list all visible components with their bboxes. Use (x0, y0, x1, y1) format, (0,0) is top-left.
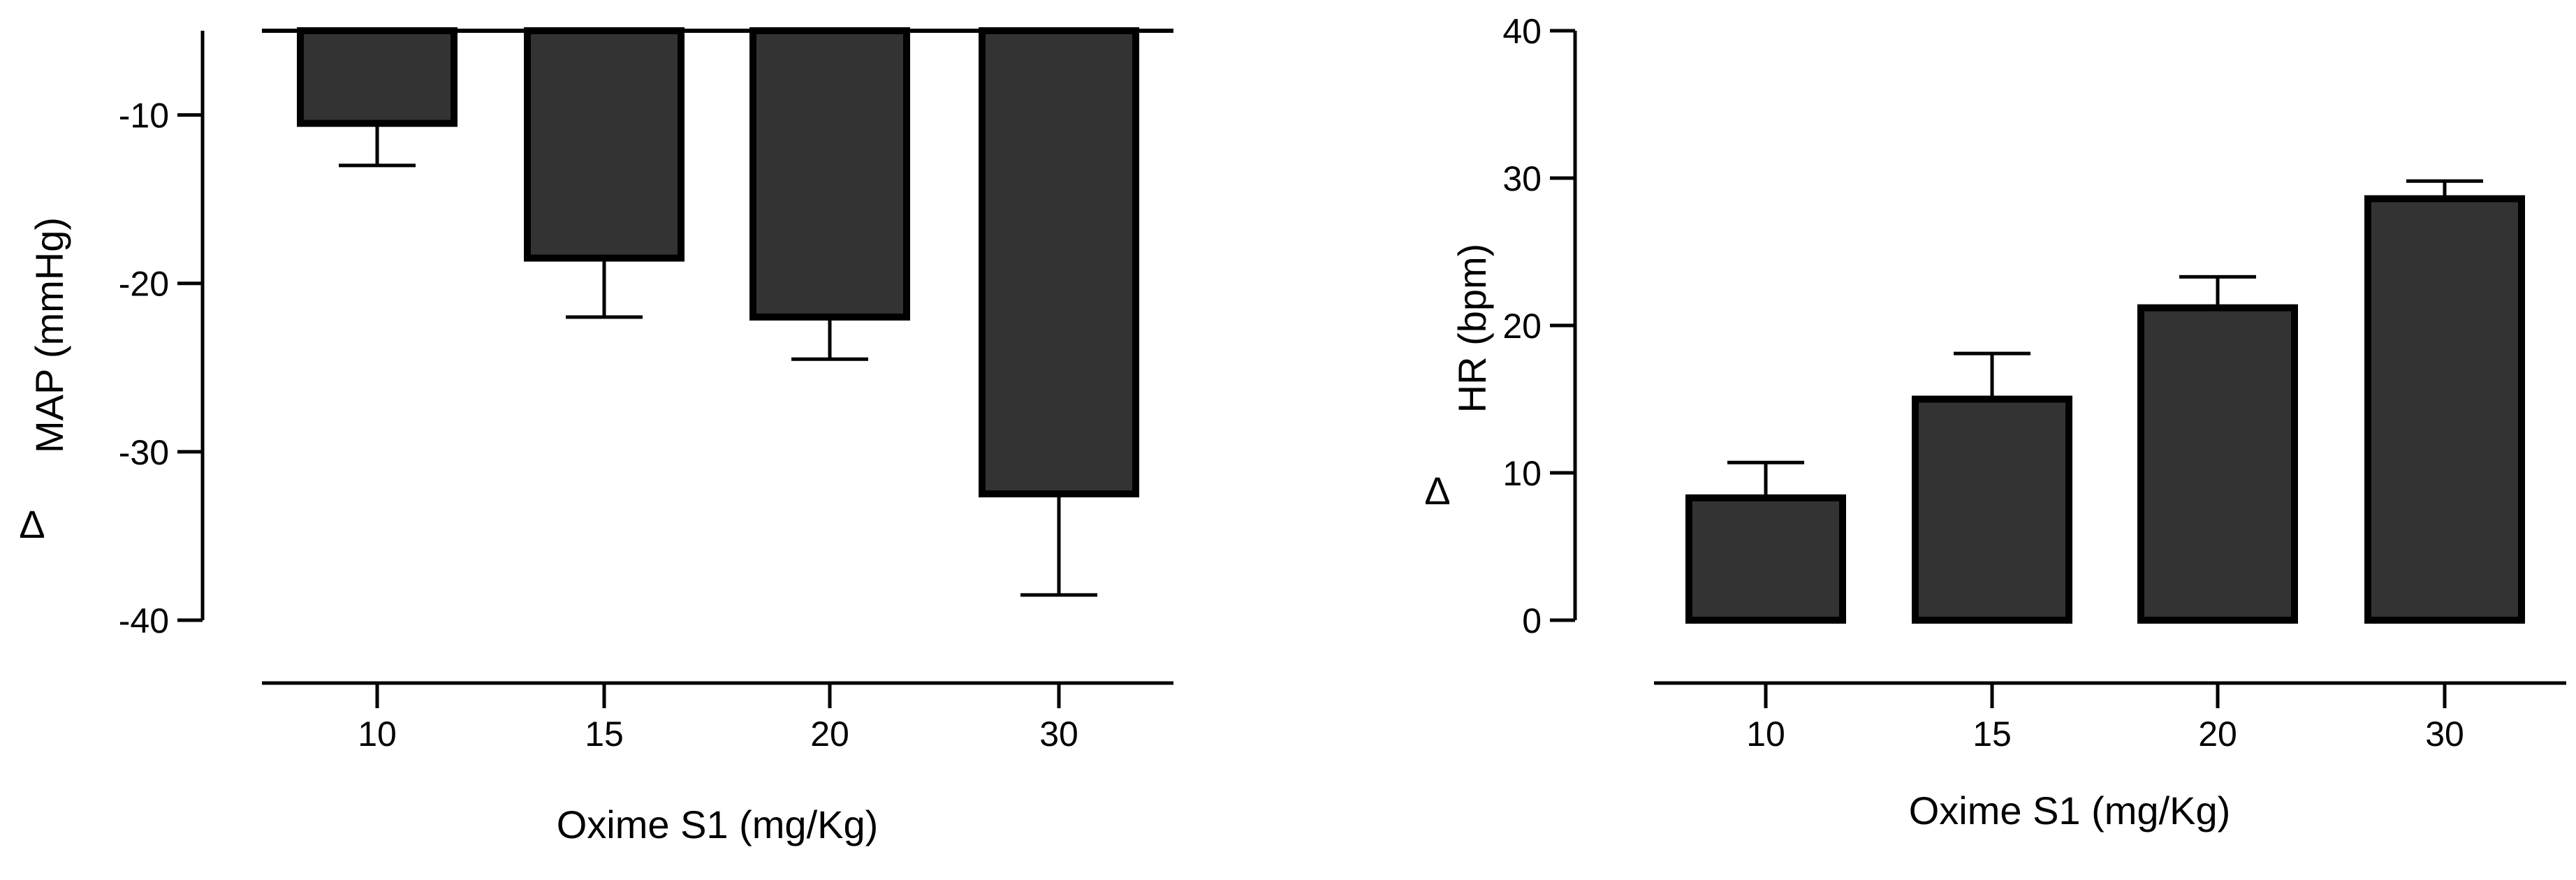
hr-marks: 0 10 20 30 40 10 15 20 30 (1502, 12, 2566, 754)
hr-y-tick-label: 40 (1502, 12, 1542, 51)
map-x-tick-label: 10 (358, 714, 397, 754)
map-x-tick-label: 30 (1039, 714, 1078, 754)
chart-map: MAP (mmHg) Δ Oxime S1 (mg/Kg) (19, 217, 878, 846)
hr-x-tick-label: 15 (1973, 714, 2012, 754)
hr-bar (2364, 195, 2525, 624)
hr-x-tick-label: 20 (2198, 714, 2237, 754)
map-bar (749, 27, 910, 321)
map-bar (297, 27, 458, 127)
hr-y-axis-title: HR (bpm) (1450, 244, 1494, 413)
hr-x-tick-label: 30 (2425, 714, 2464, 754)
map-x-tick-label: 20 (810, 714, 849, 754)
chart-hr: HR (bpm) Δ Oxime S1 (mg/Kg) (1424, 244, 2230, 833)
hr-delta-symbol: Δ (1424, 469, 1450, 513)
map-marks: -10 -20 -30 -40 10 15 20 30 (119, 27, 1173, 754)
hr-y-tick-label: 20 (1502, 307, 1542, 346)
map-y-tick-label: -30 (119, 433, 169, 472)
map-delta-symbol: Δ (19, 502, 45, 546)
hr-bar (2137, 304, 2298, 624)
map-y-tick-label: -20 (119, 265, 169, 304)
hr-y-tick-label: 0 (1522, 601, 1542, 640)
hr-y-tick-label: 10 (1502, 454, 1542, 493)
map-bar (979, 27, 1139, 498)
hr-bar (1912, 395, 2072, 624)
map-y-tick-label: -10 (119, 96, 169, 135)
hr-y-tick-label: 30 (1502, 159, 1542, 198)
hr-x-axis-title: Oxime S1 (mg/Kg) (1909, 789, 2231, 833)
map-x-axis-title: Oxime S1 (mg/Kg) (557, 802, 879, 846)
map-y-axis-title: MAP (mmHg) (27, 217, 71, 453)
map-y-tick-label: -40 (119, 601, 169, 640)
map-bar (524, 27, 685, 262)
hr-bar (1685, 494, 1846, 624)
hr-x-tick-label: 10 (1746, 714, 1785, 754)
map-x-tick-label: 15 (585, 714, 624, 754)
